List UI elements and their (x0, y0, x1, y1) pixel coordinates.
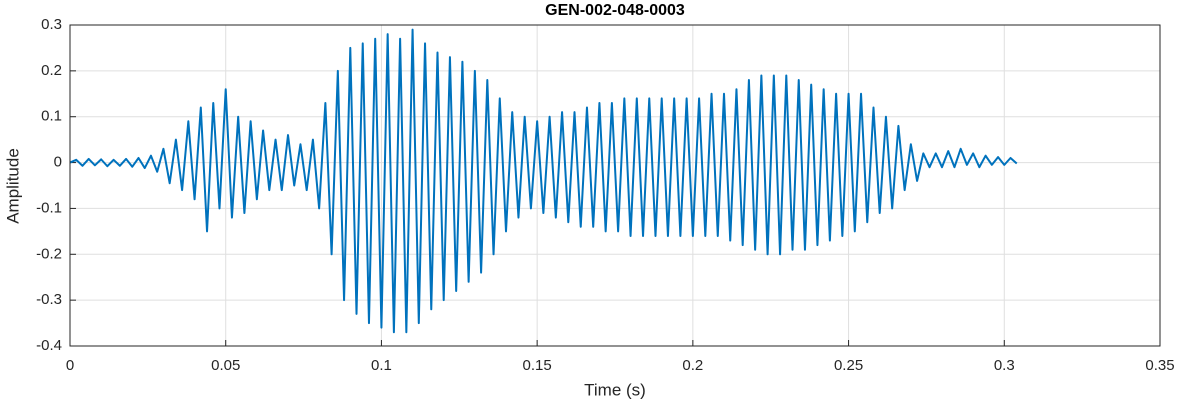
x-tick-label: 0.3 (994, 357, 1015, 374)
y-tick-label: 0 (54, 154, 62, 171)
y-axis-label: Amplitude (3, 148, 22, 224)
x-tick-label: 0 (66, 357, 74, 374)
y-tick-label: -0.2 (36, 245, 62, 262)
waveform-line (69, 28, 1018, 334)
y-tick-label: -0.1 (36, 199, 62, 216)
x-axis-label: Time (s) (584, 380, 646, 399)
y-tick-label: 0.3 (41, 16, 62, 33)
x-tick-label: 0.05 (211, 357, 240, 374)
axes-box (69, 24, 1161, 347)
chart-title: GEN-002-048-0003 (545, 2, 685, 19)
x-tick-label: 0.15 (523, 357, 552, 374)
x-tick-label: 0.25 (834, 357, 863, 374)
y-tick-label: 0.1 (41, 108, 62, 125)
x-tick-label: 0.1 (371, 357, 392, 374)
y-tick-label: -0.4 (36, 337, 62, 354)
y-tick-label: -0.3 (36, 291, 62, 308)
y-tick-label: 0.2 (41, 62, 62, 79)
x-tick-label: 0.2 (682, 357, 703, 374)
x-tick-label: 0.35 (1145, 357, 1174, 374)
